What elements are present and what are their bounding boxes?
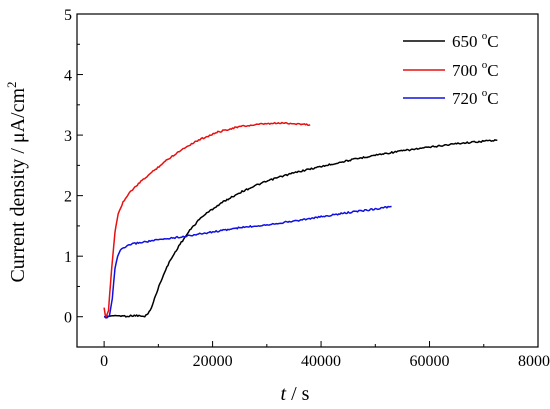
series-line-700: [103, 121, 311, 319]
legend-label-700: 700 oC: [452, 59, 499, 80]
y-axis-label-sup: 2: [4, 81, 19, 88]
y-tick-label: 1: [64, 249, 72, 266]
legend-label-700-main: 700: [452, 61, 482, 80]
legend-label-650: 650 oC: [452, 30, 499, 51]
x-tick-label: 60000: [410, 353, 450, 370]
y-axis-label: Current density / μA/cm2: [4, 81, 29, 282]
legend-label-720-unit: C: [487, 89, 498, 108]
legend-label-720-sup: o: [482, 87, 488, 99]
legend-label-650-unit: C: [487, 32, 498, 51]
x-tick-label: 20000: [193, 353, 233, 370]
x-axis-label-unit: / s: [286, 383, 310, 405]
series-line-720: [103, 205, 392, 319]
y-tick-label: 2: [64, 189, 72, 206]
legend-label-720: 720 oC: [452, 87, 499, 108]
series-line-650: [104, 139, 498, 318]
x-axis-label-var: t: [281, 383, 287, 405]
x-tick-label: 0: [100, 353, 108, 370]
y-tick-label: 3: [64, 128, 72, 145]
series-layer: [103, 121, 498, 319]
legend-label-700-sup: o: [482, 59, 488, 71]
legend-label-650-sup: o: [482, 30, 488, 42]
y-tick-label: 4: [64, 68, 72, 85]
x-axis-label: t / s: [281, 383, 310, 405]
legend-label-650-main: 650: [452, 32, 482, 51]
legend-label-700-unit: C: [487, 61, 498, 80]
legend: 650 oC 700 oC 720 oC: [403, 30, 499, 108]
x-tick-label: 40000: [301, 353, 341, 370]
plot-frame: [76, 13, 539, 348]
y-axis-ticks: 0 1 2 3 4 5: [64, 7, 83, 327]
y-tick-label: 0: [64, 310, 72, 327]
y-tick-label: 5: [64, 7, 72, 24]
legend-label-720-main: 720: [452, 89, 482, 108]
y-axis-label-main: Current density / μA/cm: [7, 88, 29, 283]
